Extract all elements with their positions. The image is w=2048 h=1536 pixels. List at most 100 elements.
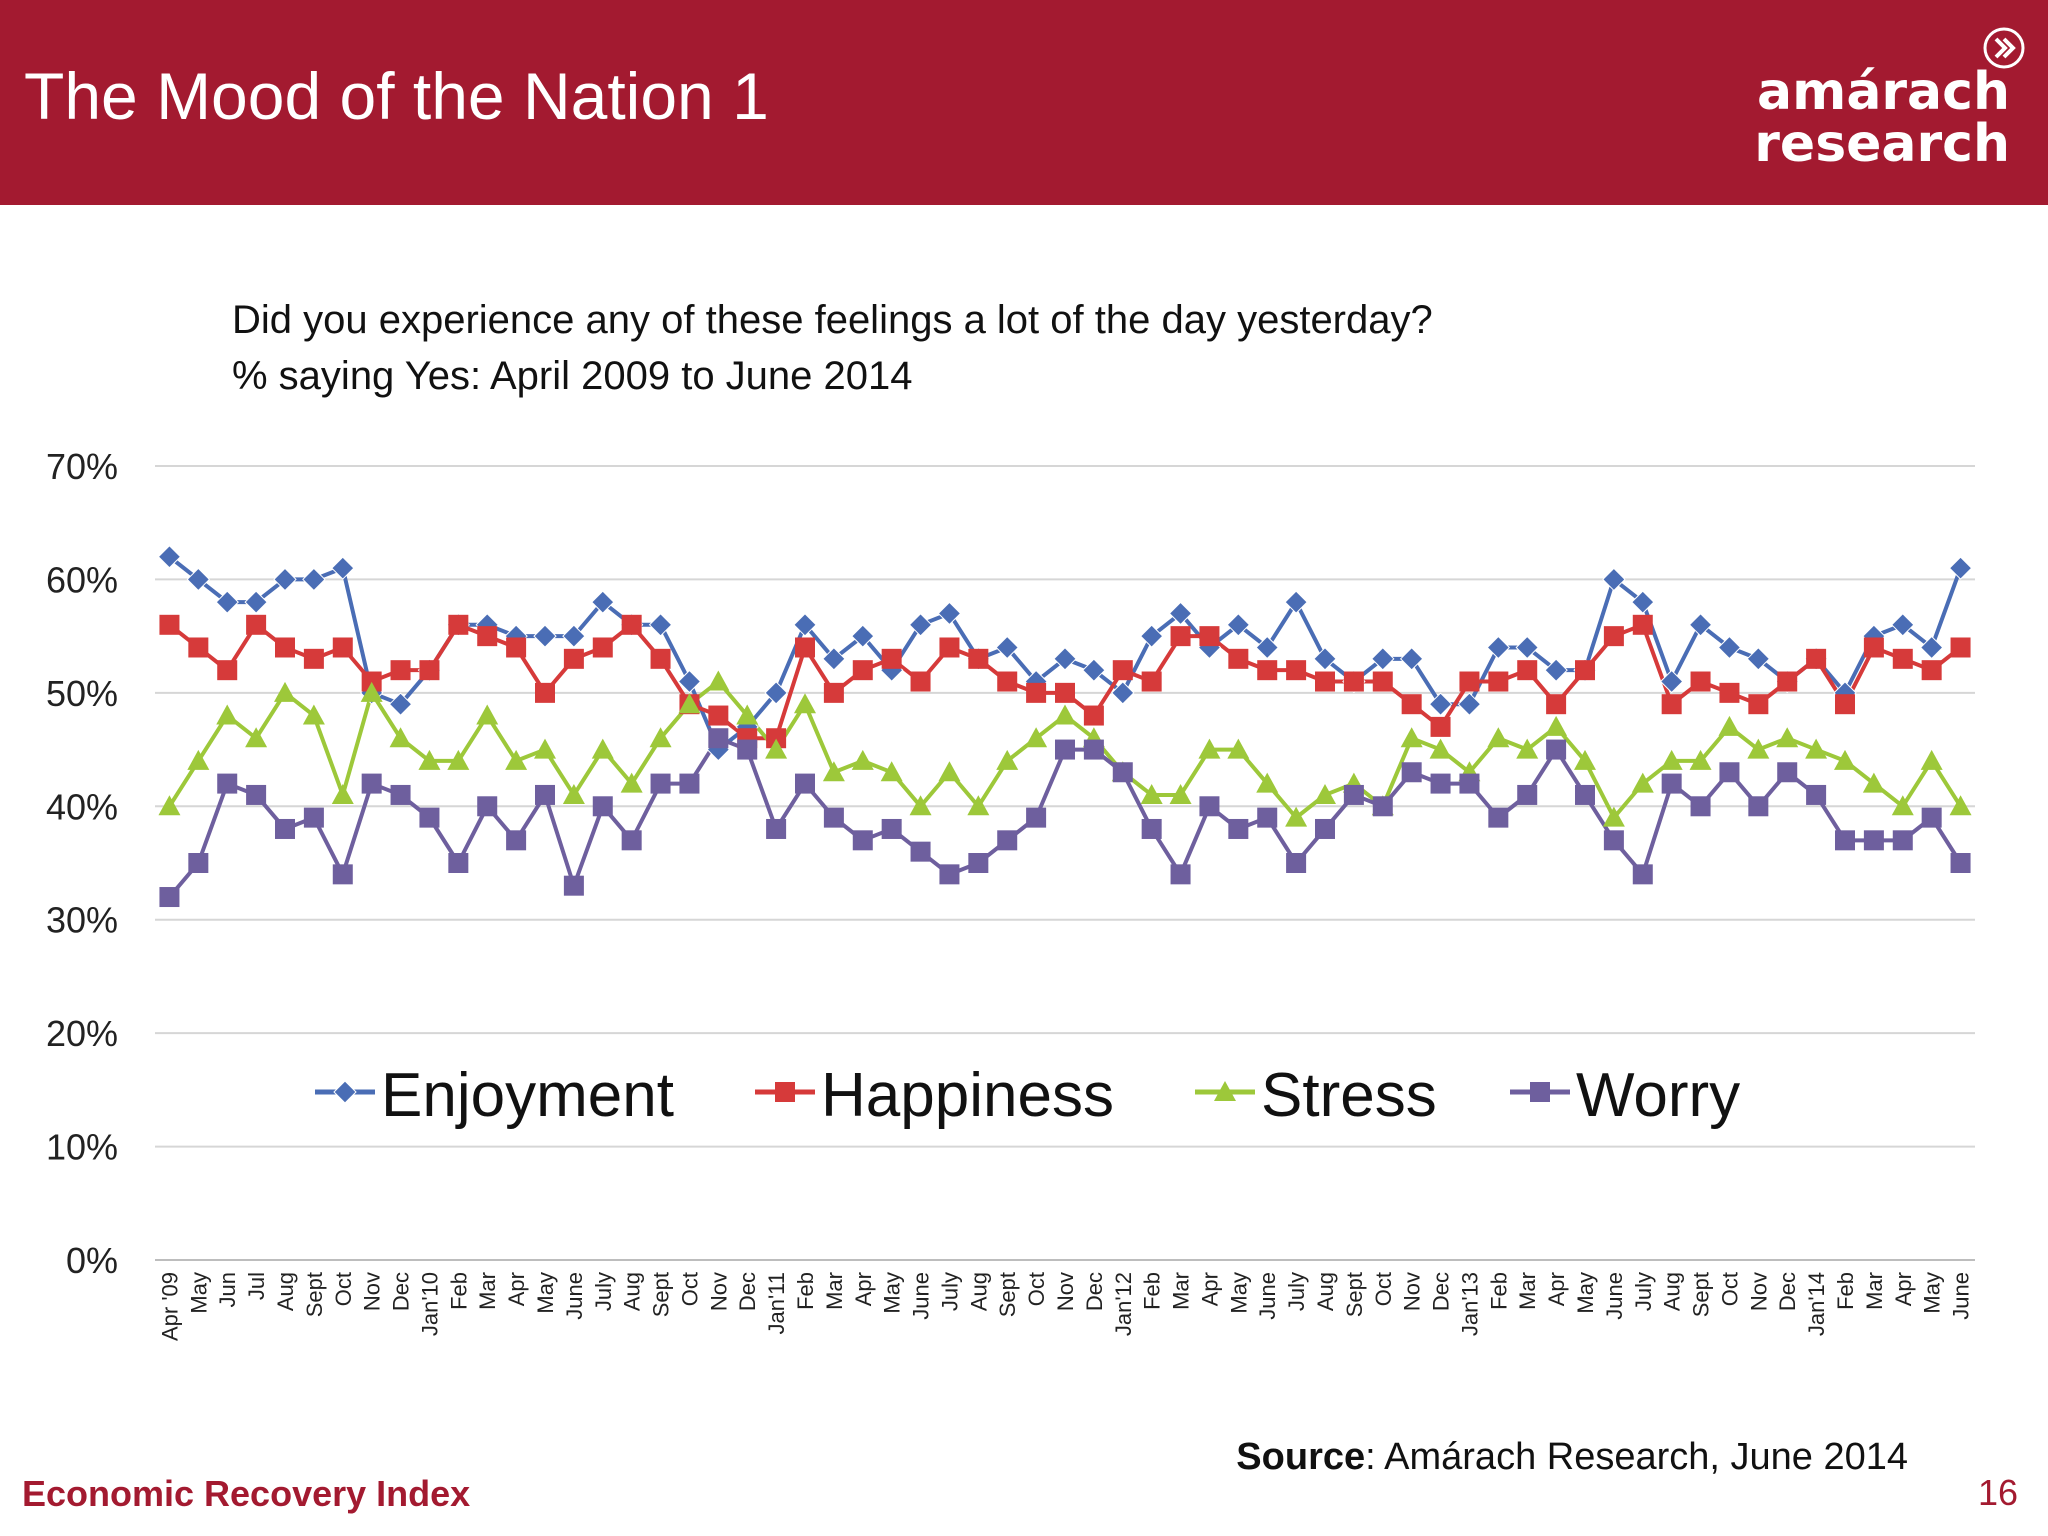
stress-point [418,749,441,770]
stress-point [591,738,614,759]
worry-point [1603,830,1624,851]
x-tick-label: June [1602,1272,1627,1320]
happiness-point [1199,626,1220,647]
stress-point [1862,772,1885,793]
worry-point [1055,739,1075,760]
x-tick-label: May [1573,1272,1598,1314]
stress-point [1314,783,1336,804]
worry-point [1286,853,1307,873]
stress-point [1198,738,1221,759]
happiness-point [390,660,411,681]
x-tick-label: Dec [1082,1272,1107,1311]
chart-question: Did you experience any of these feelings… [232,292,1433,404]
y-tick-label: 20% [46,1013,118,1054]
stress-point [534,738,556,759]
happiness-point [1170,626,1191,647]
stress-point [1834,749,1856,770]
x-tick-label: Dec [389,1272,414,1311]
happiness-point [275,637,295,658]
stress-point [1400,727,1423,748]
x-tick-label: Nov [1746,1272,1771,1311]
worry-point [968,853,989,873]
worry-point [881,818,902,839]
happiness-point [708,705,729,726]
enjoyment-point [533,624,557,648]
worry-point [506,830,527,851]
stress-point [1949,795,1972,816]
happiness-point [448,614,469,635]
happiness-point [939,637,960,658]
happiness-point [1459,671,1480,692]
enjoyment-point [1457,692,1482,716]
y-tick-label: 0% [66,1240,118,1281]
worry-point [852,830,873,851]
worry-point [910,841,931,862]
stress-point [1227,738,1250,759]
worry-point [1806,784,1827,805]
enjoyment-point [1891,613,1915,637]
stress-point [1920,749,1943,770]
happiness-point [477,626,498,647]
enjoyment-point [1226,613,1251,637]
stress-point [996,749,1019,770]
stress-point [909,795,932,816]
stress-point [158,795,181,816]
worry-point [1719,762,1740,783]
stress-point [1487,727,1510,748]
x-tick-label: Feb [793,1272,818,1310]
x-tick-label: Sept [1342,1272,1367,1317]
happiness-point [1892,648,1913,669]
x-tick-label: Mar [822,1272,847,1310]
worry-point [419,807,440,828]
happiness-point [881,648,902,669]
happiness-point [1575,660,1595,681]
enjoyment-point [186,567,211,592]
enjoyment-point [215,590,239,614]
enjoyment-point [1515,635,1539,660]
legend-label-worry: Worry [1576,1061,1740,1130]
happiness-point [419,660,440,681]
stress-point [938,761,961,782]
happiness-point [1517,660,1538,681]
x-tick-label: May [533,1272,558,1314]
source-text: : Amárach Research, June 2014 [1365,1436,1908,1478]
happiness-point [1690,671,1711,692]
worry-point [1488,807,1509,828]
enjoyment-point [1284,590,1308,614]
stress-point [360,681,383,702]
stress-point [1256,772,1279,793]
stress-point [245,727,268,748]
enjoyment-point [1139,624,1164,648]
stress-point [967,795,990,816]
happiness-point [1055,682,1075,703]
happiness-point [1343,671,1364,692]
worry-point [1343,784,1364,805]
x-tick-label: May [186,1272,211,1314]
worry-point [477,796,498,817]
worry-point [159,887,180,908]
enjoyment-point [764,681,788,705]
happiness-point [1921,660,1942,681]
x-tick-label: Nov [1400,1272,1425,1311]
enjoyment-point [1948,556,1973,580]
legend-label-stress: Stress [1261,1061,1437,1130]
enjoyment-point [995,635,1019,660]
question-line2: % saying Yes: April 2009 to June 2014 [232,354,913,398]
worry-point [1372,796,1393,817]
x-tick-label: Apr [504,1272,529,1306]
x-tick-label: June [909,1272,934,1320]
legend-marker-stress [1214,1081,1236,1101]
happiness-point [1950,637,1971,658]
enjoyment-point [1659,669,1684,694]
x-tick-label: May [880,1272,905,1314]
logo-chevron-icon [1983,27,2025,69]
legend-marker-happiness [775,1082,795,1102]
worry-point [1921,807,1942,828]
happiness-point [1315,671,1335,692]
happiness-point [910,671,931,692]
stress-point [736,704,759,725]
happiness-point [852,660,873,681]
worry-point [939,864,960,885]
worry-point [650,773,671,794]
worry-point [1430,773,1451,794]
